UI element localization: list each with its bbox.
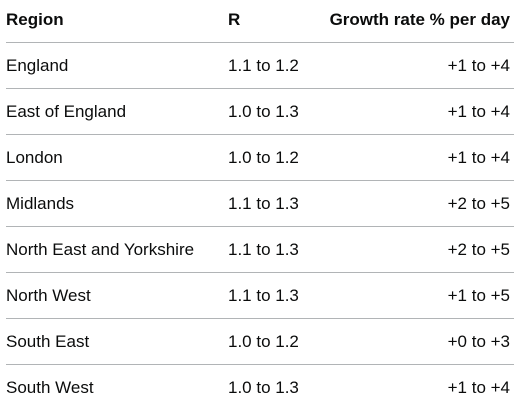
growth-cell: +1 to +4 <box>328 365 514 410</box>
growth-cell: +1 to +4 <box>328 43 514 89</box>
table-row: North West 1.1 to 1.3 +1 to +5 <box>6 273 514 319</box>
region-cell: South West <box>6 365 228 410</box>
table-row: North East and Yorkshire 1.1 to 1.3 +2 t… <box>6 227 514 273</box>
region-cell: Midlands <box>6 181 228 227</box>
r-cell: 1.1 to 1.3 <box>228 181 328 227</box>
growth-cell: +1 to +4 <box>328 89 514 135</box>
header-region: Region <box>6 0 228 43</box>
growth-cell: +2 to +5 <box>328 181 514 227</box>
header-r: R <box>228 0 328 43</box>
region-cell: East of England <box>6 89 228 135</box>
region-cell: South East <box>6 319 228 365</box>
region-cell: London <box>6 135 228 181</box>
r-growth-table: Region R Growth rate % per day England 1… <box>6 0 514 410</box>
table-row: England 1.1 to 1.2 +1 to +4 <box>6 43 514 89</box>
table-row: South East 1.0 to 1.2 +0 to +3 <box>6 319 514 365</box>
region-cell: North East and Yorkshire <box>6 227 228 273</box>
growth-cell: +1 to +4 <box>328 135 514 181</box>
region-cell: North West <box>6 273 228 319</box>
header-growth-rate: Growth rate % per day <box>328 0 514 43</box>
table-row: Midlands 1.1 to 1.3 +2 to +5 <box>6 181 514 227</box>
growth-cell: +2 to +5 <box>328 227 514 273</box>
r-cell: 1.0 to 1.2 <box>228 135 328 181</box>
table-row: London 1.0 to 1.2 +1 to +4 <box>6 135 514 181</box>
r-cell: 1.1 to 1.3 <box>228 273 328 319</box>
r-cell: 1.0 to 1.3 <box>228 89 328 135</box>
region-cell: England <box>6 43 228 89</box>
table-row: East of England 1.0 to 1.3 +1 to +4 <box>6 89 514 135</box>
growth-cell: +1 to +5 <box>328 273 514 319</box>
growth-cell: +0 to +3 <box>328 319 514 365</box>
table-header-row: Region R Growth rate % per day <box>6 0 514 43</box>
r-cell: 1.1 to 1.2 <box>228 43 328 89</box>
r-cell: 1.0 to 1.3 <box>228 365 328 410</box>
r-cell: 1.0 to 1.2 <box>228 319 328 365</box>
table-row: South West 1.0 to 1.3 +1 to +4 <box>6 365 514 410</box>
r-cell: 1.1 to 1.3 <box>228 227 328 273</box>
